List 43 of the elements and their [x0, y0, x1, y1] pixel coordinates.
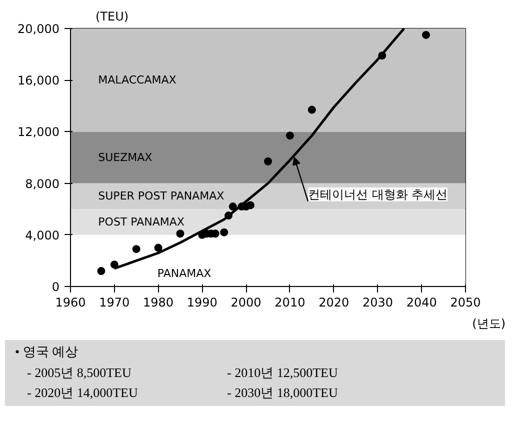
point: [176, 230, 184, 238]
x-tick-label: 1990: [186, 296, 218, 310]
y-tick-label: 16,000: [18, 74, 60, 88]
y-tick-label: 0: [52, 280, 60, 294]
point: [228, 202, 237, 211]
x-tick-label: 2020: [318, 296, 350, 310]
y-tick-label: 4,000: [25, 228, 60, 242]
x-axis-title: (년도): [472, 316, 506, 330]
point: [110, 260, 118, 269]
point: [154, 244, 162, 252]
band-label: POST PANAMAX: [98, 216, 185, 228]
point: [422, 30, 430, 39]
y-axis-title: (TEU): [96, 10, 129, 24]
point: [378, 52, 386, 60]
band-label: SUEZMAX: [98, 151, 153, 164]
x-tick-label: 2050: [450, 296, 481, 310]
band-label: MALACCAMAX: [98, 74, 177, 87]
x-tick-label: 1980: [143, 296, 174, 310]
y-tick-label: 8,000: [25, 176, 60, 191]
point: [224, 212, 232, 220]
text: - 2005년 8,500TEU: [27, 364, 132, 382]
point: [264, 157, 272, 166]
x-tick-label: 1970: [99, 296, 130, 310]
point: [220, 228, 228, 236]
point: [308, 106, 316, 114]
x-tick-label: 2000: [230, 296, 262, 310]
x-tick-label: 2010: [274, 296, 306, 310]
annotation: 컨테이너선 대형화 추세선: [308, 187, 448, 202]
y-tick-label: 20,000: [18, 22, 60, 36]
text: - 2030년 18,000TEU: [227, 384, 339, 402]
point: [97, 267, 106, 276]
band-label: SUPER POST PANAMAX: [98, 190, 225, 203]
x-tick-label: 2040: [406, 296, 437, 310]
point: [246, 201, 254, 210]
text: - 2010년 12,500TEU: [227, 364, 339, 382]
point: [132, 245, 140, 254]
y-tick-label: 12,000: [18, 125, 60, 140]
text: • 영국 예상: [15, 343, 80, 361]
point: [286, 132, 294, 140]
band-label: PANAMAX: [157, 267, 212, 280]
x-tick-label: 1960: [55, 296, 86, 310]
text: - 2020년 14,000TEU: [27, 384, 139, 402]
x-tick-label: 2030: [362, 296, 393, 310]
